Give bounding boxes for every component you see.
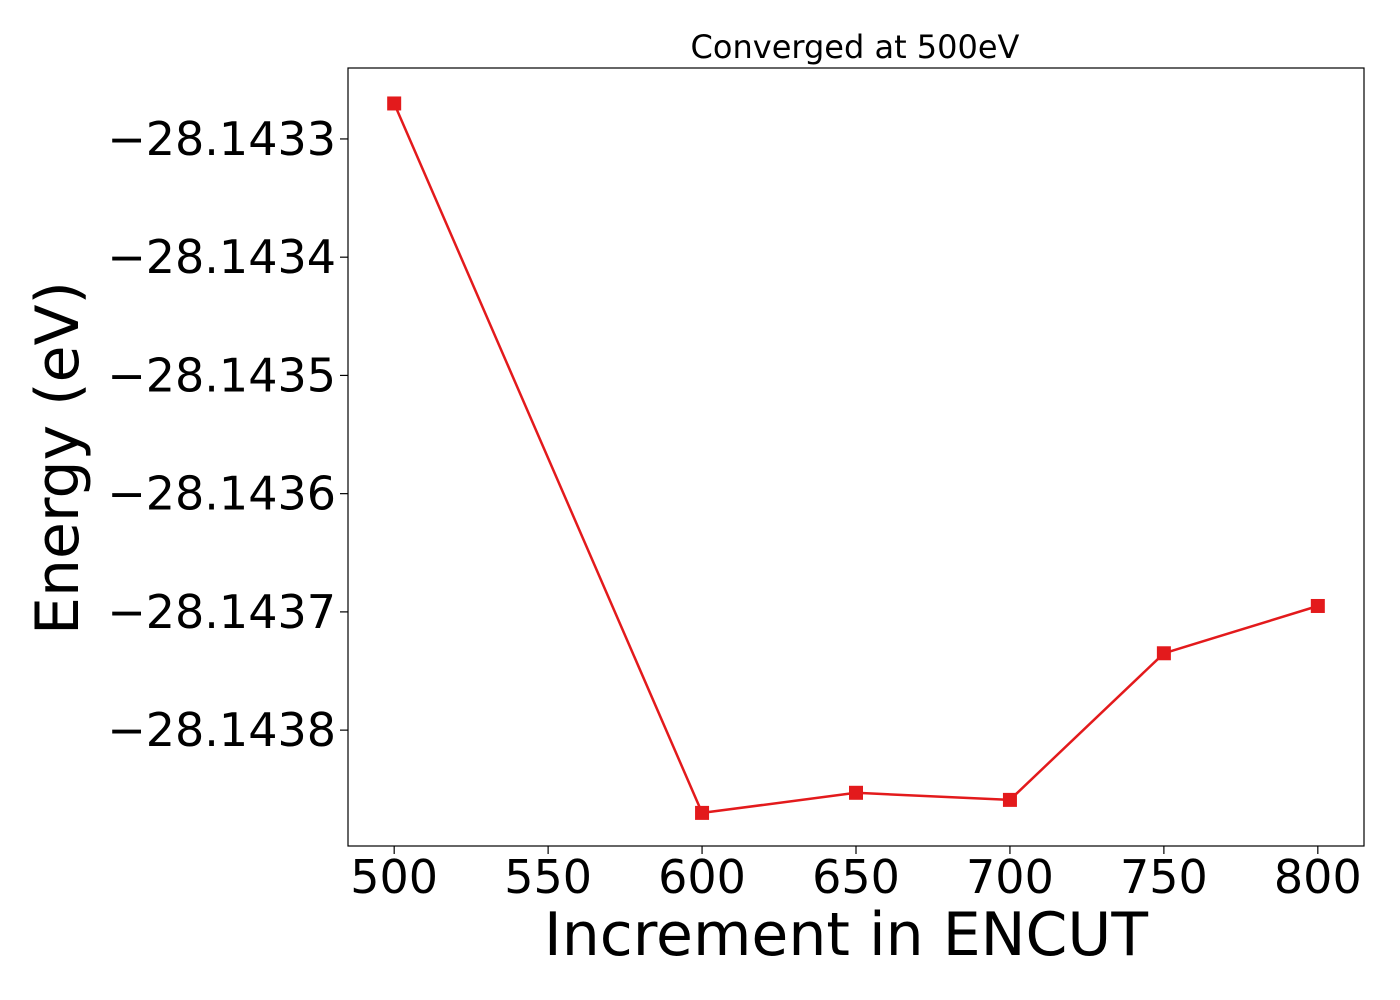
series-line	[393, 103, 1319, 815]
data-point-marker	[849, 785, 863, 800]
x-tick-label: 800	[1274, 850, 1362, 904]
data-point-marker	[1002, 792, 1017, 807]
x-tick-label: 650	[812, 850, 900, 904]
plot-series	[387, 96, 1325, 820]
plot-frame	[347, 67, 1365, 847]
y-tick-label: −28.1433	[107, 112, 336, 166]
x-axis: 500 550 600 650 700 750 800	[350, 846, 1362, 904]
data-point-marker	[695, 805, 710, 820]
data-point-marker	[1156, 646, 1171, 661]
chart-title: Converged at 500eV	[691, 28, 1020, 66]
y-axis-label: Energy (eV)	[23, 281, 93, 635]
x-tick-label: 600	[658, 850, 746, 904]
y-tick-label: −28.1434	[107, 230, 336, 284]
y-axis: −28.1433 −28.1434 −28.1435 −28.1436 −28.1437…	[107, 112, 348, 757]
x-tick-label: 750	[1120, 850, 1208, 904]
x-tick-label: 700	[966, 850, 1054, 904]
x-tick-label: 500	[350, 850, 438, 904]
y-tick-label: −28.1438	[107, 703, 336, 757]
x-axis-label: Increment in ENCUT	[544, 900, 1148, 970]
x-tick-label: 550	[504, 850, 592, 904]
y-tick-label: −28.1437	[107, 585, 336, 639]
data-point-marker	[1310, 598, 1325, 613]
y-tick-label: −28.1435	[107, 348, 336, 402]
data-point-marker	[387, 96, 402, 111]
y-tick-label: −28.1436	[107, 467, 336, 521]
